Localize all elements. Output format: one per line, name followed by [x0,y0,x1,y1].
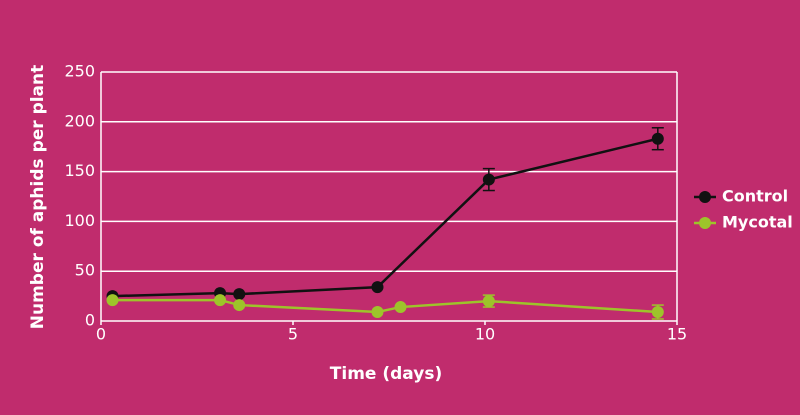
data-point [233,288,246,301]
y-tick-label: 150 [64,161,95,180]
data-point [482,173,495,186]
data-point [371,281,384,294]
legend-marker [699,191,711,203]
legend-marker [699,217,711,229]
legend-label: Control [722,187,788,206]
data-point [106,294,119,307]
data-point [371,306,384,319]
series-line [112,137,659,298]
x-tick-label: 0 [96,325,106,344]
y-tick-label: 200 [64,111,95,130]
y-tick-label: 100 [64,211,95,230]
x-tick-label: 10 [475,325,495,344]
data-point [651,306,664,319]
y-tick-label: 0 [85,311,95,330]
data-point [233,299,246,312]
data-point [394,301,407,314]
data-point [214,294,227,307]
legend-label: Mycotal [722,213,793,232]
x-axis-label: Time (days) [330,364,442,384]
y-tick-label: 250 [64,62,95,81]
y-axis-label: Number of aphids per plant [28,65,48,330]
x-tick-label: 5 [288,325,298,344]
data-point [651,132,664,145]
x-tick-label: 15 [667,325,687,344]
data-point [482,295,495,308]
y-tick-label: 50 [75,261,95,280]
series-line [112,298,658,314]
